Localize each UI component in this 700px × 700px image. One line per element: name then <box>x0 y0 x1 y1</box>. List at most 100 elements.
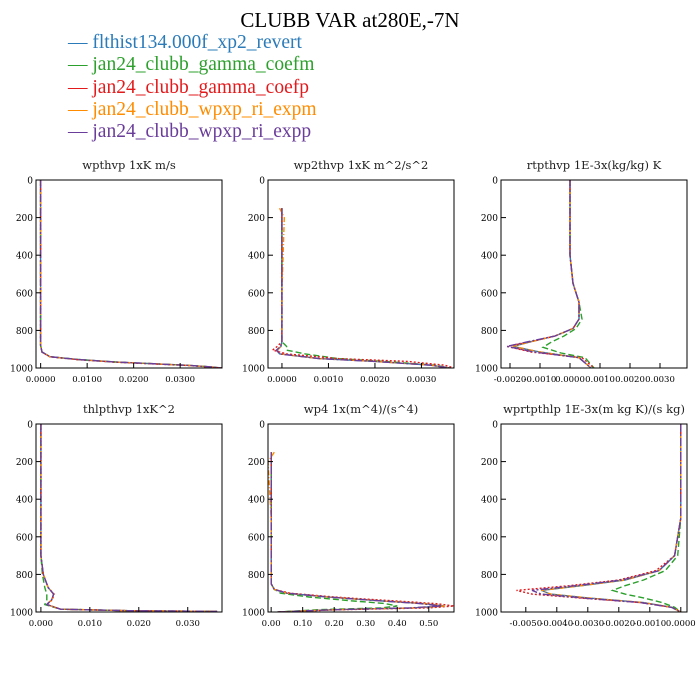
y-tick-label: 1000 <box>10 365 33 375</box>
x-tick-label: 0.0300 <box>165 375 195 385</box>
x-tick-label: -0.0020 <box>602 619 635 629</box>
plot-frame <box>500 179 688 369</box>
y-tick-label: 600 <box>16 289 33 299</box>
series-group <box>39 180 222 368</box>
series-line <box>40 424 218 612</box>
x-tick-label: 0.00 <box>262 619 281 629</box>
y-tick-label: 1000 <box>242 365 265 375</box>
chart-panel: rtpthvp 1E-3x(kg/kg) K02004006008001000-… <box>475 158 688 385</box>
legend-dash: — <box>68 54 93 76</box>
series-line <box>40 424 218 612</box>
y-tick-label: 1000 <box>475 609 498 619</box>
x-tick-label: -0.0020 <box>494 375 527 385</box>
x-tick-label: 0.0000 <box>666 619 696 629</box>
chart-title: wp2thvp 1xK m^2/s^2 <box>294 158 429 172</box>
series-line <box>270 452 445 612</box>
x-tick-label: 0.010 <box>78 619 102 629</box>
series-line <box>276 207 450 368</box>
y-tick-label: 400 <box>481 252 498 262</box>
series-line <box>39 180 222 368</box>
x-tick-label: 0.0100 <box>72 375 102 385</box>
x-tick-label: -0.0010 <box>524 375 557 385</box>
legend-item: — jan24_clubb_gamma_coefm <box>68 54 317 76</box>
series-line <box>39 180 222 368</box>
y-tick-label: 200 <box>481 214 498 224</box>
series-line <box>281 208 450 368</box>
x-tick-label: 0.0010 <box>585 375 615 385</box>
y-tick-label: 600 <box>481 533 498 543</box>
y-tick-label: 800 <box>248 571 265 581</box>
x-tick-label: 0.0000 <box>26 375 56 385</box>
y-tick-label: 600 <box>248 289 265 299</box>
chart-title: wp4 1x(m^4)/(s^4) <box>304 402 419 416</box>
y-tick-label: 0 <box>259 421 265 431</box>
plot-frame <box>500 423 688 613</box>
x-tick-label: 0.0020 <box>360 375 390 385</box>
legend-item: — jan24_clubb_wpxp_ri_expp <box>68 121 317 143</box>
y-tick-label: 800 <box>16 327 33 337</box>
y-tick-label: 1000 <box>475 365 498 375</box>
series-line <box>512 180 592 368</box>
y-tick-label: 200 <box>481 458 498 468</box>
plot-frame <box>267 179 455 369</box>
chart-title: thlpthvp 1xK^2 <box>83 402 175 416</box>
y-tick-label: 400 <box>16 496 33 506</box>
x-tick-label: 0.40 <box>388 619 407 629</box>
legend-label: flthist134.000f_xp2_revert <box>92 32 302 53</box>
legend-label: jan24_clubb_gamma_coefm <box>92 54 315 76</box>
x-tick-label: 0.0020 <box>615 375 645 385</box>
x-tick-label: 0.030 <box>176 619 200 629</box>
y-tick-label: 200 <box>248 458 265 468</box>
y-tick-label: 400 <box>248 496 265 506</box>
x-tick-label: -0.0050 <box>509 619 542 629</box>
y-tick-label: 800 <box>481 571 498 581</box>
series-line <box>40 424 218 612</box>
legend-item: — jan24_clubb_gamma_coefp <box>68 77 317 99</box>
y-tick-label: 0 <box>492 421 498 431</box>
series-line <box>39 180 222 368</box>
y-tick-label: 1000 <box>242 609 265 619</box>
x-tick-label: -0.0040 <box>540 619 573 629</box>
y-tick-label: 0 <box>259 177 265 187</box>
y-tick-label: 600 <box>16 533 33 543</box>
series-line <box>39 180 222 368</box>
y-tick-label: 400 <box>16 252 33 262</box>
chart-title: wprtpthlp 1E-3x(m kg K)/(s kg) <box>503 402 685 416</box>
series-group <box>40 424 218 612</box>
series-line <box>516 424 682 612</box>
legend-label: jan24_clubb_gamma_coefp <box>92 76 309 98</box>
series-line <box>512 180 592 368</box>
chart-panel: wprtpthlp 1E-3x(m kg K)/(s kg) 0 200 400 600… <box>475 402 696 629</box>
series-line <box>506 180 595 368</box>
y-tick-label: 400 <box>248 252 265 262</box>
series-group <box>271 207 454 368</box>
y-tick-label: 0 <box>27 177 33 187</box>
y-tick-label: 200 <box>16 214 33 224</box>
chart-panel: wp2thvp 1xK m^2/s^2020040060080010000.00… <box>242 158 455 385</box>
legend-label: jan24_clubb_wpxp_ri_expm <box>92 98 317 120</box>
x-tick-label: 0.50 <box>419 619 438 629</box>
y-tick-label: 200 <box>248 214 265 224</box>
series-line <box>541 180 595 368</box>
series-line <box>270 452 442 612</box>
series-line <box>268 451 445 612</box>
series-group <box>268 451 454 612</box>
legend-dash: — <box>68 76 93 98</box>
x-tick-label: -0.0010 <box>633 619 666 629</box>
x-tick-label: 0.020 <box>127 619 151 629</box>
plot-frame <box>35 423 223 613</box>
series-line <box>276 208 450 368</box>
series-line <box>270 452 398 612</box>
plot-frame <box>267 423 455 613</box>
x-tick-label: -0.0030 <box>571 619 604 629</box>
x-tick-label: 0.000 <box>29 619 53 629</box>
x-tick-label: 0.0000 <box>267 375 297 385</box>
x-tick-label: 0.30 <box>356 619 375 629</box>
series-line <box>506 180 592 368</box>
x-tick-label: 0.0010 <box>314 375 344 385</box>
plot-frame <box>35 179 223 369</box>
legend-dash: — <box>68 121 93 143</box>
